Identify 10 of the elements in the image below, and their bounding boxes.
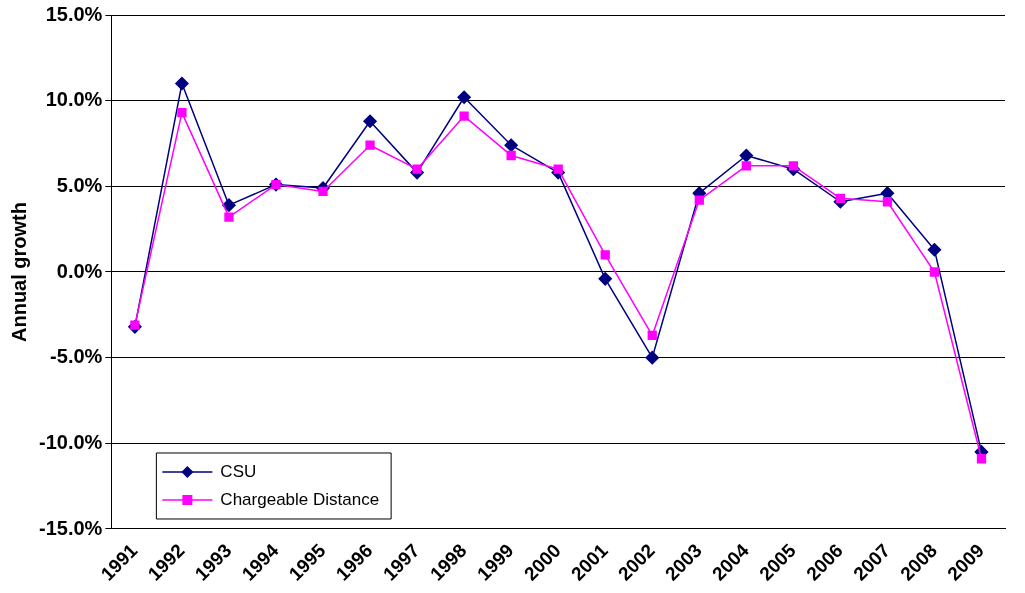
y-tick-label: 10.0% — [45, 88, 103, 111]
y-tick-label: -15.0% — [38, 516, 103, 539]
y-tick-label: 0.0% — [56, 259, 103, 282]
y-tick-label: -10.0% — [38, 430, 103, 453]
y-tick-label: -5.0% — [50, 345, 103, 368]
legend-label: Chargeable Distance — [220, 489, 380, 509]
y-tick-label: 15.0% — [45, 2, 103, 25]
y-tick-label: 5.0% — [56, 173, 103, 196]
legend-label: CSU — [220, 461, 257, 481]
y-axis-title: Annual growth — [7, 202, 30, 342]
